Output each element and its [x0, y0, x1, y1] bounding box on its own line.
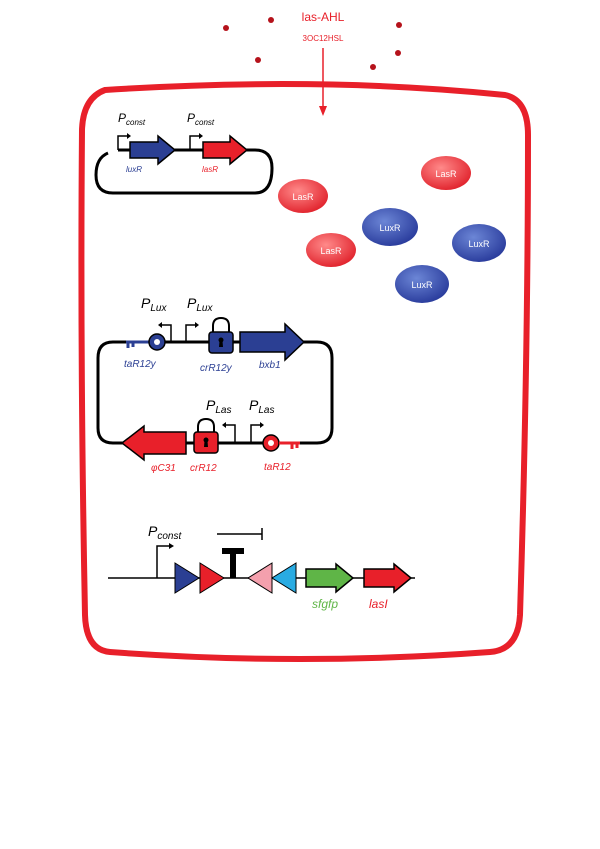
tar12-label: taR12 — [264, 462, 291, 473]
lasi-label: lasI — [369, 597, 388, 611]
signal-molecules — [223, 17, 402, 70]
promoter-label-const-reporter: Pconst — [148, 523, 182, 542]
promoter-label-las-1: PLas — [206, 397, 231, 416]
signal-name: las-AHL — [302, 10, 345, 24]
svg-text:LasR: LasR — [435, 169, 457, 179]
lasi-gene-arrow — [363, 562, 413, 594]
promoter-arrow-icon — [225, 424, 236, 443]
protein-lasr-3: LasR — [306, 233, 356, 267]
key-icon — [262, 434, 300, 452]
protein-lasr-1: LasR — [278, 179, 328, 213]
protein-luxr-3: LuxR — [395, 265, 449, 303]
signal-entry-arrowhead — [319, 106, 327, 116]
svg-text:LasR: LasR — [320, 246, 342, 256]
promoter-arrow-icon — [185, 324, 196, 342]
regulator-plasmid — [94, 133, 274, 195]
lock-icon — [208, 316, 234, 354]
luxr-gene-label: luxR — [126, 165, 142, 174]
promoter-label-lux-1: PLux — [141, 295, 167, 314]
key-icon — [126, 333, 166, 351]
promoter-label-las-2: PLas — [249, 397, 274, 416]
protein-luxr-2: LuxR — [452, 224, 506, 262]
bxb1-label: bxb1 — [259, 360, 281, 371]
promoter-arrow-icon — [117, 135, 128, 150]
svg-text:LuxR: LuxR — [379, 223, 401, 233]
promoter-arrow-icon — [156, 545, 170, 578]
phic31-gene-arrow — [120, 424, 187, 462]
crr12y-label: crR12y — [200, 363, 233, 374]
svg-text:LasR: LasR — [292, 192, 314, 202]
attb-site-blue — [174, 562, 200, 594]
terminator-icon — [230, 552, 236, 578]
attb-site-red — [199, 562, 225, 594]
reporter-construct — [108, 528, 415, 594]
promoter-arrow-icon — [189, 135, 200, 150]
promoter-arrow-icon — [250, 424, 261, 443]
signal-molecule: 3OC12HSL — [303, 34, 344, 43]
attp-site-pink — [247, 562, 273, 594]
promoter-label-lux-2: PLux — [187, 295, 213, 314]
lasr-gene-arrow — [202, 134, 249, 166]
switch-plasmid — [96, 316, 334, 462]
sfgfp-label: sfgfp — [312, 597, 338, 611]
inhibition-bar-icon — [217, 528, 263, 540]
tar12y-label: taR12y — [124, 359, 157, 370]
protein-lasr-2: LasR — [421, 156, 471, 190]
bxb1-gene-arrow — [239, 322, 306, 362]
promoter-label-const-1: Pconst — [118, 111, 146, 127]
phic31-label: φC31 — [151, 463, 176, 474]
luxr-gene-arrow — [129, 134, 177, 166]
svg-text:LuxR: LuxR — [411, 280, 433, 290]
lasr-gene-label: lasR — [202, 165, 218, 174]
sfgfp-gene-arrow — [305, 562, 355, 594]
protein-luxr-1: LuxR — [362, 208, 418, 246]
svg-text:LuxR: LuxR — [468, 239, 490, 249]
lock-icon — [193, 417, 219, 454]
attp-site-cyan — [271, 562, 297, 594]
promoter-arrow-icon — [161, 324, 172, 342]
crr12-label: crR12 — [190, 463, 217, 474]
promoter-label-const-2: Pconst — [187, 111, 215, 127]
cell-membrane — [78, 81, 532, 662]
